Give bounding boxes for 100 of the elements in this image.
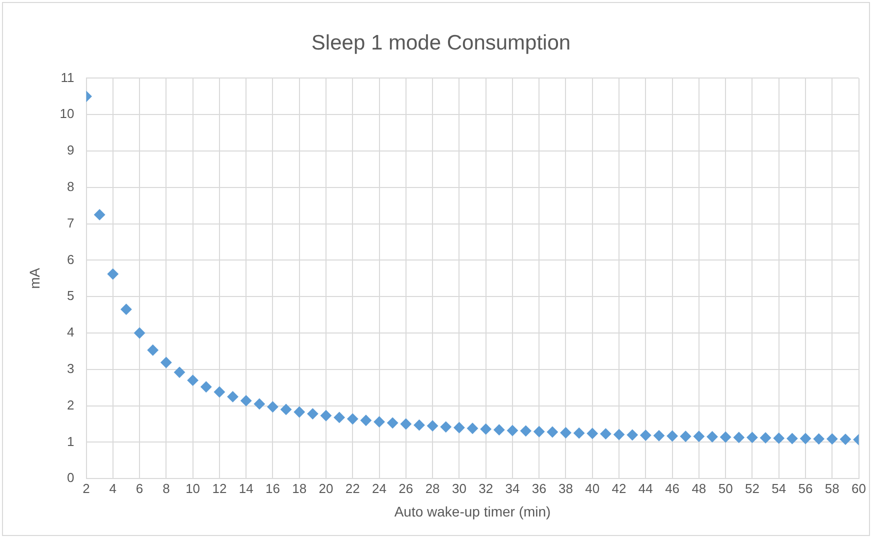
x-tick-label: 28 [425,480,440,496]
point [427,420,438,432]
point [400,418,412,430]
point [813,433,824,444]
point [706,431,718,442]
point [347,413,358,424]
point [693,430,704,442]
point [160,356,172,368]
x-tick-label: 56 [798,480,813,496]
point [786,433,798,444]
point [574,428,585,439]
x-tick-label: 52 [744,480,760,496]
x-tick-label: 38 [558,480,573,496]
y-tick-label: 5 [67,288,74,304]
point [267,401,278,412]
x-tick-label: 36 [532,480,546,496]
y-tick-label: 9 [67,142,74,158]
point [480,424,492,435]
x-tick-label: 18 [292,480,307,496]
point [387,417,398,428]
y-tick-label: 10 [60,106,74,122]
point [120,304,132,315]
point [467,422,478,434]
x-tick-label: 50 [718,480,733,496]
y-tick-label: 4 [67,324,74,340]
x-tick-label: 26 [398,480,414,496]
x-tick-label: 20 [318,480,334,496]
point [307,408,318,420]
point [107,268,118,280]
point [227,391,238,402]
point [800,433,811,444]
x-tick-label: 22 [345,480,360,496]
point [640,430,652,441]
x-tick-label: 30 [452,480,466,496]
point [147,344,158,356]
point [360,414,372,426]
x-tick-label: 12 [212,480,227,496]
x-tick-label: 40 [585,480,600,496]
point [334,412,345,423]
point [680,430,692,442]
point [506,425,518,436]
point [826,433,838,444]
point [414,420,425,431]
point [374,416,385,428]
point [440,421,452,432]
y-tick-label: 8 [67,178,74,194]
x-tick-label: 44 [638,480,653,496]
point [214,386,225,398]
point [614,429,625,440]
point [320,410,332,422]
x-tick-label: 46 [665,480,680,496]
y-tick-label: 11 [60,70,74,85]
y-axis-title: mA [26,267,42,289]
x-tick-label: 42 [612,480,626,496]
point [586,428,598,439]
x-tick-label: 4 [109,480,117,496]
point [174,366,185,378]
x-tick-label: 14 [238,480,254,496]
point [773,432,784,444]
point [720,432,732,443]
x-tick-label: 8 [162,480,170,496]
y-tick-label: 1 [67,434,74,449]
x-tick-label: 6 [136,480,144,496]
point [840,434,851,445]
x-tick-label: 16 [265,480,280,496]
x-tick-label: 58 [824,480,840,496]
x-tick-label: 60 [852,480,866,496]
point [653,430,664,442]
x-tick-label: 34 [505,480,520,496]
point [534,426,545,438]
point [294,406,305,418]
x-tick-label: 48 [692,480,706,496]
point [666,430,678,442]
point [454,422,465,434]
point [760,432,772,444]
point [280,404,292,415]
point [626,429,638,440]
x-tick-label: 32 [478,480,494,496]
x-tick-label: 2 [82,480,90,496]
point [200,381,212,392]
y-tick-label: 3 [67,360,74,376]
y-tick-label: 0 [67,470,74,486]
point [254,398,265,410]
point [520,425,532,436]
x-tick-label: 54 [772,480,786,496]
y-tick-label: 6 [67,252,74,267]
y-tick-label: 7 [67,215,74,230]
point [746,432,758,443]
y-tick-label: 2 [67,397,74,412]
point [546,426,558,438]
point [94,209,106,220]
point [560,427,572,438]
point [494,424,505,436]
x-tick-label: 10 [186,480,200,496]
point [600,428,612,440]
point [240,395,252,406]
x-axis-title: Auto wake-up timer (min) [394,503,551,520]
point [134,328,146,338]
point [187,374,198,386]
x-tick-label: 24 [372,480,387,496]
